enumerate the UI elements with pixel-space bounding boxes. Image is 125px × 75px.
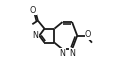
Text: N: N xyxy=(69,49,75,58)
Text: O: O xyxy=(85,30,91,39)
Text: O: O xyxy=(30,6,36,15)
Text: N: N xyxy=(32,31,38,40)
Text: N: N xyxy=(60,49,66,58)
